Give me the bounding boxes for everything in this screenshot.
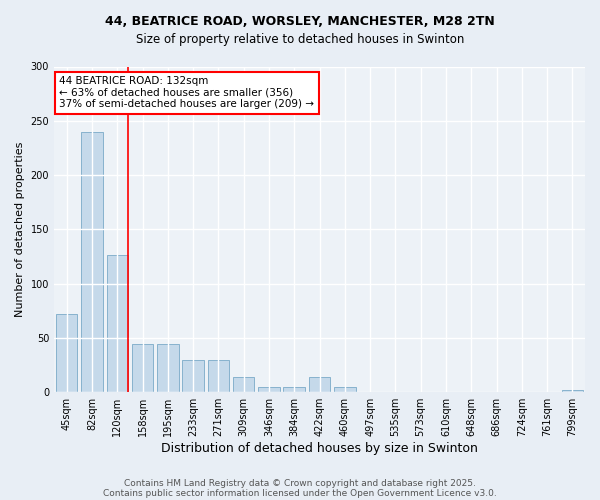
Bar: [562, 390, 583, 392]
Bar: [309, 377, 330, 392]
Bar: [56, 314, 77, 392]
Y-axis label: Number of detached properties: Number of detached properties: [15, 142, 25, 317]
Text: 44, BEATRICE ROAD, WORSLEY, MANCHESTER, M28 2TN: 44, BEATRICE ROAD, WORSLEY, MANCHESTER, …: [105, 15, 495, 28]
Bar: [233, 377, 254, 392]
Bar: [107, 256, 128, 392]
Bar: [283, 387, 305, 392]
Text: Contains HM Land Registry data © Crown copyright and database right 2025.: Contains HM Land Registry data © Crown c…: [124, 478, 476, 488]
Text: Size of property relative to detached houses in Swinton: Size of property relative to detached ho…: [136, 32, 464, 46]
X-axis label: Distribution of detached houses by size in Swinton: Distribution of detached houses by size …: [161, 442, 478, 455]
Bar: [182, 360, 204, 392]
Bar: [258, 387, 280, 392]
Bar: [81, 132, 103, 392]
Text: 44 BEATRICE ROAD: 132sqm
← 63% of detached houses are smaller (356)
37% of semi-: 44 BEATRICE ROAD: 132sqm ← 63% of detach…: [59, 76, 314, 110]
Bar: [334, 387, 356, 392]
Bar: [157, 344, 179, 392]
Bar: [208, 360, 229, 392]
Bar: [132, 344, 153, 392]
Text: Contains public sector information licensed under the Open Government Licence v3: Contains public sector information licen…: [103, 488, 497, 498]
